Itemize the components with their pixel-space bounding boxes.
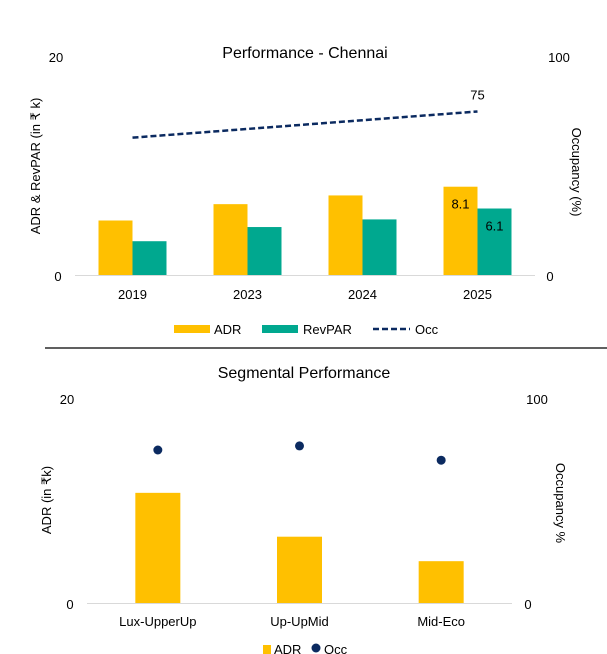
- point-occ-mid-eco: [436, 455, 446, 465]
- data-label-occ-2025: 75: [470, 88, 484, 103]
- bar-adr-2019: [98, 220, 133, 275]
- chart1-y2label: Occupancy (%): [569, 128, 584, 217]
- data-label-adr-2025: 8.1: [451, 197, 469, 212]
- chart1-y2tick-max: 100: [548, 50, 570, 65]
- data-label-revpar-2025: 6.1: [485, 219, 503, 234]
- bar-revpar-2025: [477, 208, 512, 275]
- bar-adr-lux-upperup: [135, 492, 181, 603]
- x-tick-2024: 2024: [348, 287, 377, 302]
- chart1-ylabel: ADR & RevPAR (in ₹ k): [28, 98, 43, 235]
- chart2: Segmental Performance 20 0 100 0 ADR (in…: [39, 365, 568, 654]
- bar-adr-2023: [213, 204, 248, 275]
- chart1-title: Performance - Chennai: [222, 45, 387, 62]
- chart2-title: Segmental Performance: [218, 365, 391, 382]
- chart1-y2tick-min: 0: [546, 269, 553, 284]
- chart2-ylabel: ADR (in ₹k): [39, 466, 54, 534]
- bar-adr-2025: [443, 186, 478, 275]
- point-occ-lux-upperup: [153, 445, 163, 455]
- legend2-swatch-adr: [263, 645, 271, 654]
- legend2-swatch-occ: [311, 643, 321, 653]
- x-tick-2025: 2025: [463, 287, 492, 302]
- chart2-legend: ADR Occ: [263, 642, 348, 654]
- legend-swatch-adr: [174, 325, 210, 333]
- legend-label-revpar: RevPAR: [303, 322, 352, 337]
- bar-revpar-2019: [132, 241, 167, 275]
- legend-swatch-revpar: [262, 325, 298, 333]
- x-tick-2023: 2023: [233, 287, 262, 302]
- chart1-ytick-max: 20: [49, 50, 63, 65]
- x-tick-lux-upperup: Lux-UpperUp: [119, 614, 196, 629]
- chart2-ytick-max: 20: [60, 392, 74, 407]
- chart1-ytick-min: 0: [54, 269, 61, 284]
- chart1-legend: ADR RevPAR Occ: [174, 322, 439, 337]
- x-tick-up-upmid: Up-UpMid: [270, 614, 329, 629]
- chart1: Performance - Chennai 20 0 100 0 ADR & R…: [28, 45, 584, 337]
- bar-revpar-2024: [362, 219, 397, 275]
- chart2-ytick-min: 0: [66, 597, 73, 612]
- legend2-label-adr: ADR: [274, 642, 301, 654]
- chart2-y2label: Occupancy %: [553, 463, 568, 544]
- bar-adr-up-upmid: [277, 536, 322, 603]
- line-occ: [132, 110, 478, 139]
- legend2-label-occ: Occ: [324, 642, 348, 654]
- bar-adr-2024: [328, 195, 363, 275]
- x-tick-2019: 2019: [118, 287, 147, 302]
- chart2-y2tick-min: 0: [524, 597, 531, 612]
- bar-revpar-2023: [247, 227, 282, 275]
- legend-label-occ: Occ: [415, 322, 439, 337]
- legend-label-adr: ADR: [214, 322, 241, 337]
- x-tick-mid-eco: Mid-Eco: [417, 614, 465, 629]
- chart2-y2tick-max: 100: [526, 392, 548, 407]
- bar-adr-mid-eco: [418, 561, 464, 603]
- point-occ-up-upmid: [295, 441, 304, 451]
